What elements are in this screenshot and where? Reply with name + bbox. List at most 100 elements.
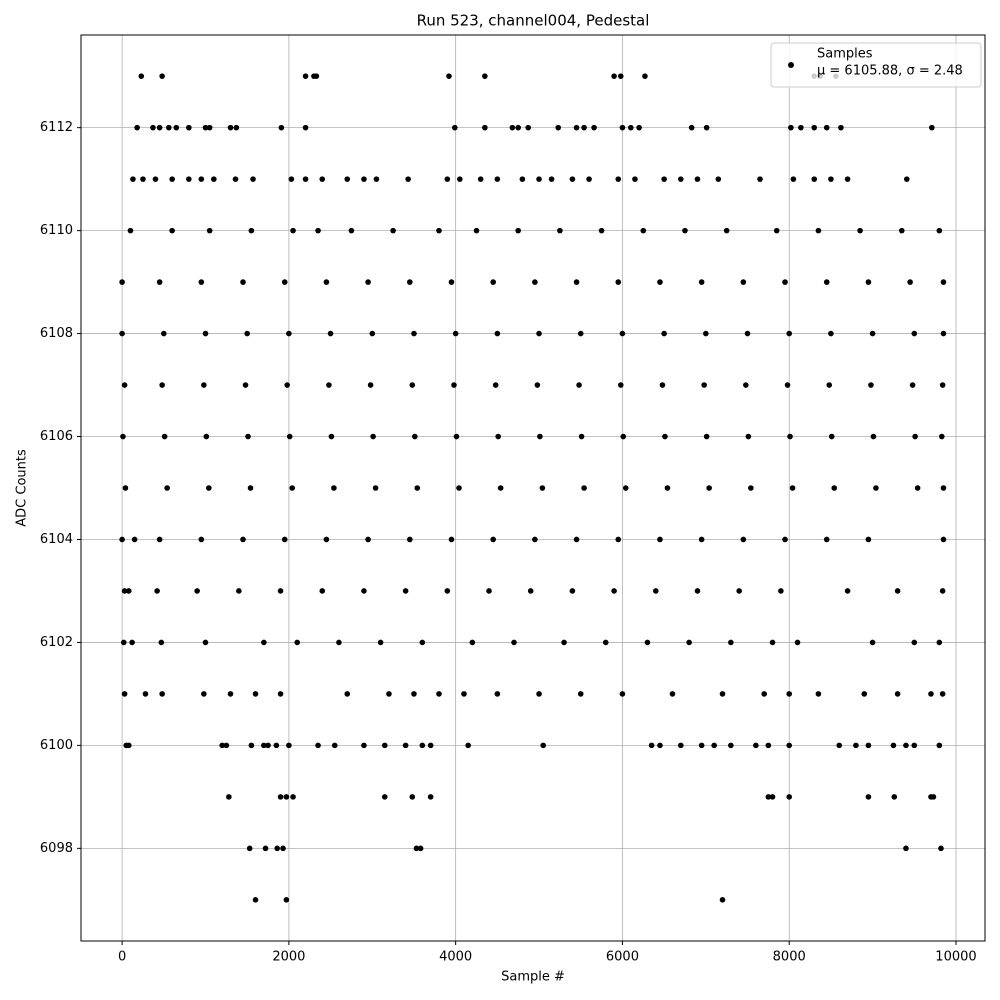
point <box>694 176 701 182</box>
point <box>534 382 541 388</box>
point <box>642 73 648 79</box>
point <box>682 227 688 234</box>
point <box>402 588 409 594</box>
point <box>482 73 488 79</box>
point <box>537 433 543 440</box>
point <box>661 176 667 182</box>
point <box>280 845 286 852</box>
point <box>436 227 442 234</box>
point <box>390 227 396 234</box>
point <box>536 691 542 697</box>
point <box>678 176 684 182</box>
point <box>283 794 290 800</box>
point <box>448 536 455 543</box>
point <box>365 279 371 285</box>
point <box>940 330 947 337</box>
point <box>573 124 580 131</box>
point <box>790 176 797 182</box>
point <box>865 794 872 800</box>
x-tick-label: 4000 <box>439 950 472 965</box>
point <box>277 691 284 697</box>
point <box>158 639 165 646</box>
point <box>211 176 217 182</box>
point <box>453 433 460 440</box>
point <box>831 485 838 491</box>
point <box>240 536 246 543</box>
point <box>336 639 342 646</box>
point <box>194 588 200 594</box>
legend-stats: μ = 6105.88, σ = 2.48 <box>817 64 963 79</box>
point <box>323 279 330 285</box>
point <box>911 330 918 337</box>
point <box>227 124 234 131</box>
point <box>473 227 480 234</box>
point <box>703 124 710 131</box>
point <box>402 742 409 749</box>
point <box>331 742 338 749</box>
point <box>223 742 230 749</box>
point <box>377 639 384 646</box>
point <box>894 588 901 594</box>
point <box>129 639 135 646</box>
point <box>786 794 793 800</box>
point <box>227 691 234 697</box>
point <box>698 742 705 749</box>
point <box>419 639 426 646</box>
point <box>494 176 501 182</box>
point <box>761 691 767 697</box>
point <box>744 330 751 337</box>
point <box>328 433 335 440</box>
point <box>828 176 834 182</box>
point <box>286 433 293 440</box>
point <box>232 176 239 182</box>
point <box>861 691 868 697</box>
point <box>577 691 584 697</box>
point <box>525 124 532 131</box>
point <box>657 279 663 285</box>
point <box>166 124 172 131</box>
point <box>940 279 947 285</box>
point <box>446 73 452 79</box>
point <box>740 279 747 285</box>
x-tick-label: 0 <box>118 950 126 965</box>
point <box>515 227 521 234</box>
point <box>261 742 267 749</box>
point <box>348 227 355 234</box>
point <box>302 124 309 131</box>
point <box>367 382 374 388</box>
point <box>186 176 192 182</box>
point <box>273 742 280 749</box>
point <box>823 279 830 285</box>
legend: Samples μ = 6105.88, σ = 2.48 <box>770 42 982 88</box>
point <box>903 742 909 749</box>
point <box>838 124 844 131</box>
point <box>865 279 872 285</box>
point <box>930 794 937 800</box>
grid <box>81 35 985 941</box>
point <box>644 639 651 646</box>
point <box>728 639 734 646</box>
point <box>782 279 788 285</box>
point <box>262 845 269 852</box>
point <box>573 279 580 285</box>
point <box>281 279 288 285</box>
point <box>125 588 132 594</box>
point <box>743 382 749 388</box>
point <box>326 382 332 388</box>
point <box>413 845 420 852</box>
point <box>794 639 801 646</box>
point <box>939 588 946 594</box>
point <box>617 73 624 79</box>
point <box>203 433 210 440</box>
point <box>277 794 284 800</box>
point <box>344 691 351 697</box>
point <box>640 227 647 234</box>
point <box>373 176 380 182</box>
point <box>511 639 517 646</box>
point <box>261 639 267 646</box>
point <box>202 330 209 337</box>
point <box>787 433 793 440</box>
point <box>740 536 747 543</box>
